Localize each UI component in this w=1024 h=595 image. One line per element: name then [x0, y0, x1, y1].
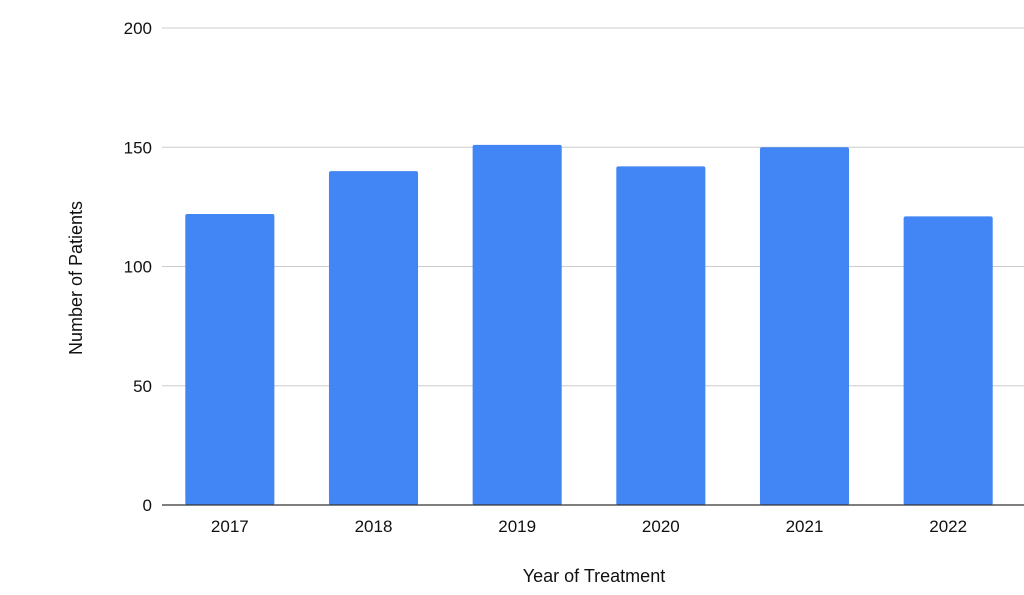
bar-2019 — [472, 144, 562, 506]
y-tick-label: 0 — [143, 496, 152, 515]
y-axis-title: Number of Patients — [66, 201, 86, 355]
x-tick-label: 2022 — [929, 517, 967, 536]
y-tick-label: 150 — [124, 138, 152, 157]
bar-2020 — [616, 166, 706, 505]
bars — [185, 144, 993, 506]
y-tick-label: 200 — [124, 19, 152, 38]
y-tick-label: 100 — [124, 258, 152, 277]
x-tick-label: 2021 — [786, 517, 824, 536]
x-tick-label: 2017 — [211, 517, 249, 536]
bar-2017 — [185, 214, 275, 505]
x-tick-label: 2020 — [642, 517, 680, 536]
x-axis-title: Year of Treatment — [523, 566, 665, 586]
x-tick-label: 2018 — [355, 517, 393, 536]
bar-2018 — [328, 171, 419, 505]
bar-2022 — [903, 216, 993, 506]
gridlines — [162, 27, 1024, 387]
y-axis-tick-labels: 0 50 100 150 200 — [124, 19, 152, 515]
bar-2021 — [759, 147, 850, 505]
x-tick-label: 2019 — [498, 517, 536, 536]
x-axis-tick-labels: 2017 2018 2019 2020 2021 2022 — [211, 517, 967, 536]
y-tick-label: 50 — [133, 377, 152, 396]
